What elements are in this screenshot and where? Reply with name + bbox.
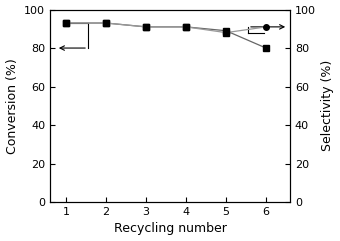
X-axis label: Recycling number: Recycling number [114, 222, 226, 235]
Y-axis label: Selectivity (%): Selectivity (%) [321, 60, 335, 151]
Y-axis label: Conversion (%): Conversion (%) [5, 58, 19, 154]
